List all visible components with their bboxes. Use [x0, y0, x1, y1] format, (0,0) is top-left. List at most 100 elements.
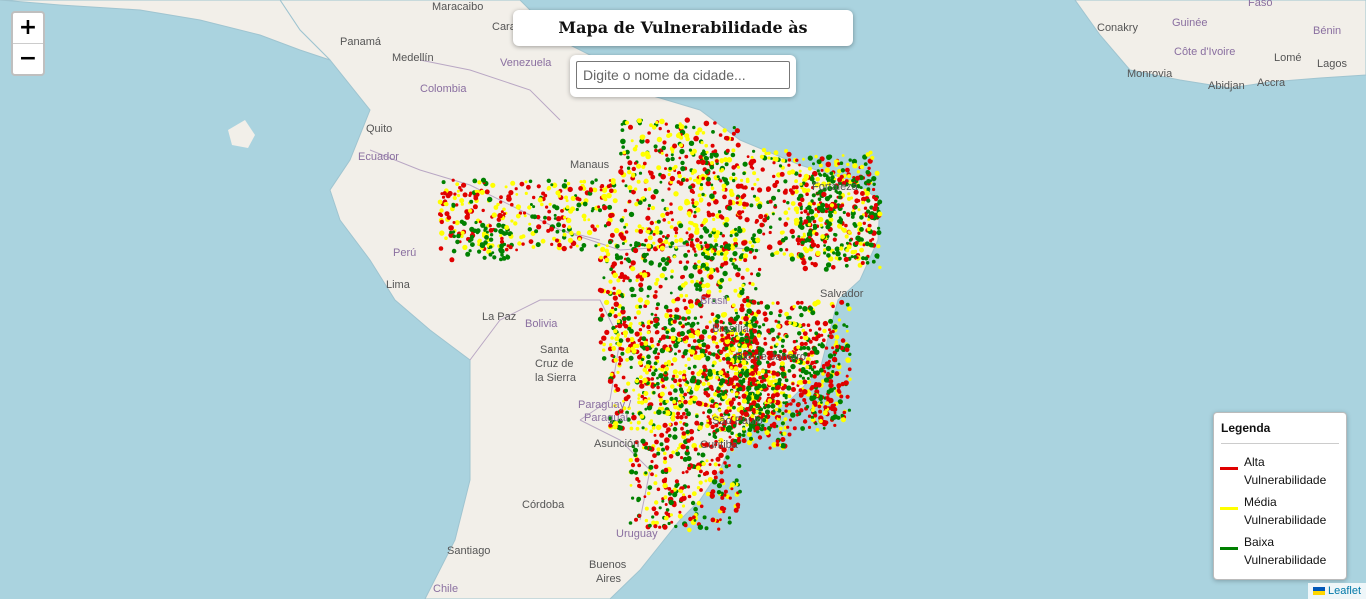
vulnerability-point[interactable]: [654, 330, 659, 335]
vulnerability-point[interactable]: [746, 431, 753, 437]
vulnerability-point[interactable]: [710, 255, 715, 261]
vulnerability-point[interactable]: [635, 278, 639, 283]
vulnerability-point[interactable]: [567, 186, 573, 193]
vulnerability-point[interactable]: [714, 331, 718, 335]
vulnerability-point[interactable]: [820, 234, 825, 240]
vulnerability-point[interactable]: [666, 234, 670, 238]
vulnerability-point[interactable]: [638, 328, 643, 332]
vulnerability-point[interactable]: [515, 193, 519, 196]
vulnerability-point[interactable]: [459, 198, 465, 204]
vulnerability-point[interactable]: [625, 257, 631, 262]
vulnerability-point[interactable]: [628, 328, 634, 334]
vulnerability-point[interactable]: [576, 202, 582, 208]
vulnerability-point[interactable]: [656, 219, 661, 224]
vulnerability-point[interactable]: [807, 347, 811, 351]
vulnerability-point[interactable]: [731, 165, 736, 170]
vulnerability-point[interactable]: [765, 377, 770, 382]
vulnerability-point[interactable]: [810, 215, 815, 221]
vulnerability-point[interactable]: [763, 341, 768, 346]
vulnerability-point[interactable]: [616, 289, 622, 295]
vulnerability-point[interactable]: [748, 349, 751, 352]
vulnerability-point[interactable]: [845, 325, 849, 328]
vulnerability-point[interactable]: [813, 213, 819, 218]
vulnerability-point[interactable]: [757, 325, 762, 329]
vulnerability-point[interactable]: [614, 253, 619, 257]
vulnerability-point[interactable]: [641, 426, 645, 430]
vulnerability-point[interactable]: [848, 377, 852, 381]
vulnerability-point[interactable]: [847, 192, 851, 196]
vulnerability-point[interactable]: [587, 218, 591, 222]
vulnerability-point[interactable]: [686, 411, 691, 417]
vulnerability-point[interactable]: [684, 450, 690, 456]
vulnerability-point[interactable]: [706, 382, 711, 386]
vulnerability-point[interactable]: [665, 347, 671, 352]
vulnerability-point[interactable]: [781, 372, 787, 377]
vulnerability-point[interactable]: [612, 291, 616, 295]
vulnerability-point[interactable]: [592, 187, 596, 192]
vulnerability-point[interactable]: [857, 237, 862, 243]
vulnerability-point[interactable]: [724, 336, 728, 340]
vulnerability-point[interactable]: [666, 257, 670, 261]
vulnerability-point[interactable]: [484, 189, 490, 195]
vulnerability-point[interactable]: [832, 414, 838, 420]
vulnerability-point[interactable]: [802, 265, 808, 272]
vulnerability-point[interactable]: [663, 239, 669, 245]
vulnerability-point[interactable]: [840, 381, 845, 387]
vulnerability-point[interactable]: [666, 133, 671, 138]
vulnerability-point[interactable]: [678, 510, 682, 514]
vulnerability-point[interactable]: [710, 161, 714, 165]
vulnerability-point[interactable]: [731, 385, 736, 389]
vulnerability-point[interactable]: [811, 180, 816, 185]
vulnerability-point[interactable]: [693, 282, 700, 288]
vulnerability-point[interactable]: [765, 360, 770, 364]
vulnerability-point[interactable]: [749, 250, 753, 254]
vulnerability-point[interactable]: [802, 419, 808, 424]
vulnerability-point[interactable]: [742, 427, 746, 431]
vulnerability-point[interactable]: [660, 173, 666, 180]
vulnerability-point[interactable]: [488, 224, 492, 228]
vulnerability-point[interactable]: [639, 271, 643, 276]
vulnerability-point[interactable]: [872, 187, 876, 192]
vulnerability-point[interactable]: [770, 157, 773, 160]
vulnerability-point[interactable]: [803, 352, 808, 357]
vulnerability-point[interactable]: [760, 412, 766, 418]
vulnerability-point[interactable]: [653, 411, 657, 415]
vulnerability-point[interactable]: [649, 320, 654, 324]
vulnerability-point[interactable]: [666, 427, 671, 432]
vulnerability-point[interactable]: [561, 229, 566, 233]
vulnerability-point[interactable]: [632, 388, 636, 392]
vulnerability-point[interactable]: [862, 243, 866, 247]
vulnerability-point[interactable]: [814, 331, 819, 336]
vulnerability-point[interactable]: [691, 442, 697, 449]
vulnerability-point[interactable]: [771, 337, 776, 342]
vulnerability-point[interactable]: [639, 375, 643, 379]
vulnerability-point[interactable]: [778, 313, 782, 318]
vulnerability-point[interactable]: [815, 177, 820, 182]
vulnerability-point[interactable]: [696, 452, 701, 456]
vulnerability-point[interactable]: [789, 402, 793, 406]
vulnerability-point[interactable]: [738, 379, 742, 384]
vulnerability-point[interactable]: [696, 500, 702, 506]
vulnerability-point[interactable]: [686, 381, 690, 385]
vulnerability-point[interactable]: [638, 282, 644, 288]
vulnerability-point[interactable]: [626, 315, 632, 321]
vulnerability-point[interactable]: [724, 216, 730, 223]
vulnerability-point[interactable]: [732, 126, 736, 130]
vulnerability-point[interactable]: [818, 409, 823, 414]
vulnerability-point[interactable]: [590, 209, 594, 213]
vulnerability-point[interactable]: [655, 306, 659, 311]
vulnerability-point[interactable]: [596, 224, 600, 228]
vulnerability-point[interactable]: [772, 161, 776, 165]
vulnerability-point[interactable]: [868, 242, 874, 248]
vulnerability-point[interactable]: [697, 127, 703, 133]
vulnerability-point[interactable]: [597, 243, 601, 247]
vulnerability-point[interactable]: [771, 370, 777, 376]
vulnerability-point[interactable]: [679, 293, 684, 298]
vulnerability-point[interactable]: [678, 370, 683, 375]
vulnerability-point[interactable]: [660, 257, 667, 263]
vulnerability-point[interactable]: [477, 180, 482, 185]
vulnerability-point[interactable]: [683, 266, 688, 271]
vulnerability-point[interactable]: [787, 369, 792, 373]
vulnerability-point[interactable]: [723, 489, 728, 494]
vulnerability-point[interactable]: [749, 405, 754, 409]
